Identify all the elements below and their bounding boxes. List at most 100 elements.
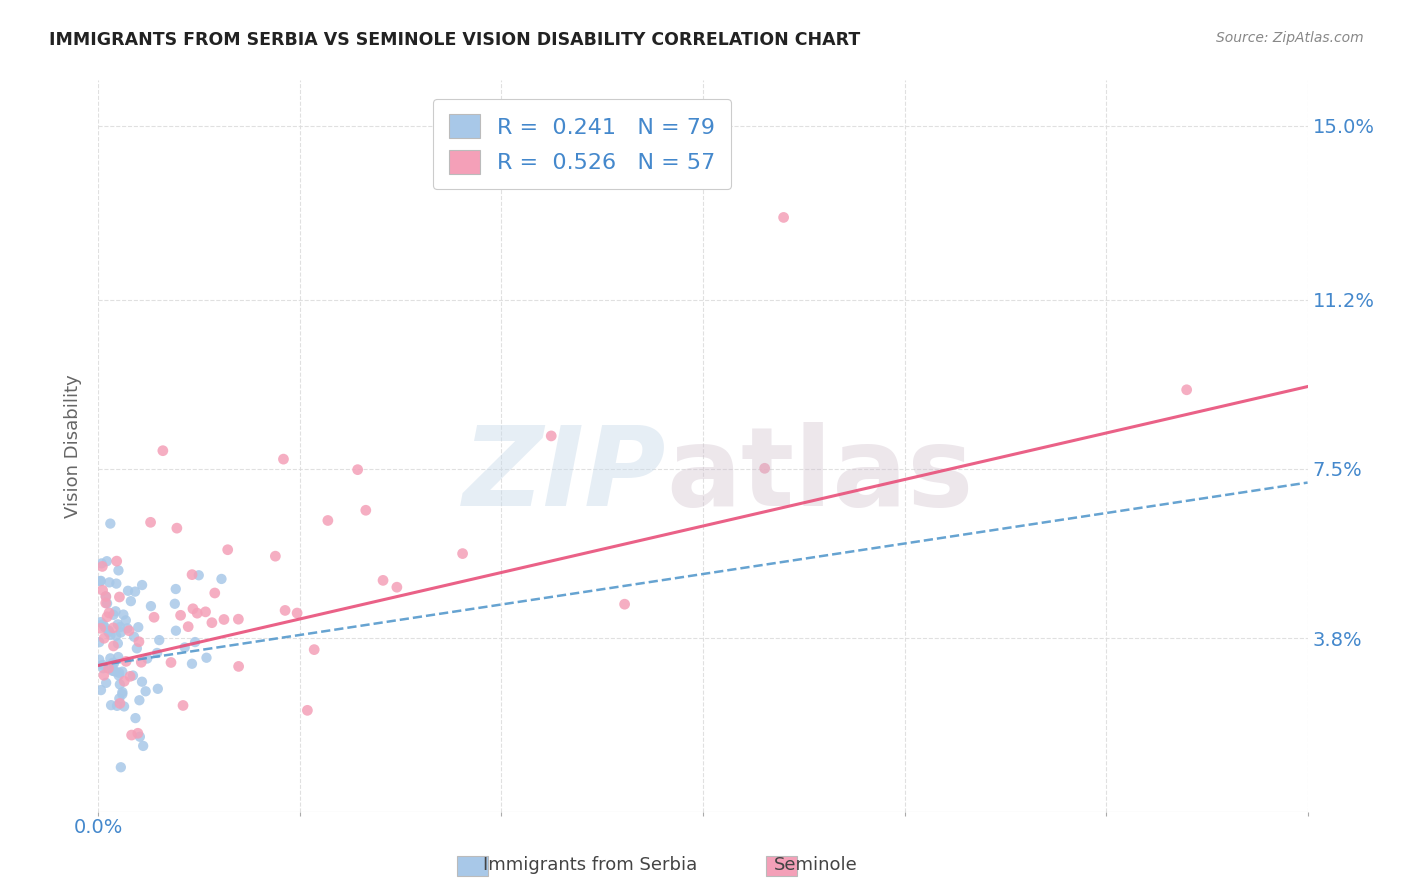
Point <box>111 687 134 701</box>
Point <box>90 557 112 571</box>
Text: 0.0%: 0.0% <box>73 818 124 838</box>
Point <box>114 613 136 627</box>
Point <box>136 651 159 665</box>
Point <box>264 549 287 564</box>
Point <box>90 621 112 635</box>
Point <box>165 624 187 638</box>
Point <box>181 601 204 615</box>
Point <box>181 657 204 671</box>
Point <box>100 628 122 642</box>
Point <box>105 629 128 643</box>
Point <box>127 620 149 634</box>
Point <box>93 632 115 646</box>
Point <box>108 677 131 691</box>
Point <box>128 693 150 707</box>
Point <box>128 730 150 744</box>
Point <box>165 582 187 596</box>
Point <box>117 621 139 635</box>
Point <box>146 646 169 660</box>
Point <box>204 586 226 600</box>
Point <box>186 606 208 620</box>
Point <box>108 691 131 706</box>
Point <box>385 580 408 594</box>
Point <box>274 603 297 617</box>
Point <box>451 547 474 561</box>
Bar <box>766 856 797 876</box>
Point <box>132 739 155 753</box>
Point <box>121 728 143 742</box>
Point <box>91 661 114 675</box>
Point <box>108 697 131 711</box>
Point <box>127 726 149 740</box>
Point <box>107 636 129 650</box>
Point <box>103 607 125 622</box>
Point <box>302 642 325 657</box>
Text: Source: ZipAtlas.com: Source: ZipAtlas.com <box>1216 31 1364 45</box>
Point <box>228 659 250 673</box>
Point <box>172 698 194 713</box>
Point <box>118 624 141 638</box>
Point <box>97 624 120 638</box>
Point <box>96 596 118 610</box>
Point <box>211 572 233 586</box>
Point <box>115 654 138 668</box>
Point <box>273 452 295 467</box>
Point <box>160 656 183 670</box>
Point <box>146 681 169 696</box>
Point <box>112 699 135 714</box>
Point <box>173 640 195 655</box>
Point <box>120 669 142 683</box>
Point <box>97 625 120 640</box>
Point <box>108 665 131 680</box>
Point <box>177 620 200 634</box>
Point <box>94 620 117 634</box>
Point <box>105 576 128 591</box>
Point <box>131 674 153 689</box>
Point <box>103 664 125 678</box>
Point <box>101 656 124 670</box>
Point <box>101 660 124 674</box>
Point <box>91 657 114 672</box>
Point <box>152 443 174 458</box>
Point <box>169 608 191 623</box>
Point <box>112 674 135 689</box>
Point <box>201 615 224 630</box>
Point <box>96 676 118 690</box>
Point <box>100 698 122 713</box>
Point <box>143 610 166 624</box>
Point <box>148 633 170 648</box>
Point <box>112 607 135 622</box>
Bar <box>457 856 488 876</box>
Point <box>108 620 131 634</box>
Point <box>107 617 129 632</box>
Point <box>108 590 131 604</box>
Point <box>98 575 121 590</box>
Point <box>96 554 118 568</box>
Text: Immigrants from Serbia: Immigrants from Serbia <box>484 856 697 874</box>
Point <box>181 567 204 582</box>
Text: atlas: atlas <box>666 422 974 529</box>
Point <box>195 650 218 665</box>
Point <box>103 621 125 635</box>
Point <box>117 583 139 598</box>
Point <box>89 653 111 667</box>
Point <box>98 651 121 665</box>
Point <box>122 630 145 644</box>
Text: Seminole: Seminole <box>773 856 858 874</box>
Point <box>371 574 394 588</box>
Text: IMMIGRANTS FROM SERBIA VS SEMINOLE VISION DISABILITY CORRELATION CHART: IMMIGRANTS FROM SERBIA VS SEMINOLE VISIO… <box>49 31 860 49</box>
Point <box>124 584 146 599</box>
Point <box>89 574 111 589</box>
Point <box>217 542 239 557</box>
Point <box>131 578 153 592</box>
Point <box>122 668 145 682</box>
Point <box>98 606 121 620</box>
Point <box>105 554 128 568</box>
Text: ZIP: ZIP <box>463 422 666 529</box>
Point <box>111 685 134 699</box>
Point <box>139 516 162 530</box>
Point <box>96 609 118 624</box>
Point <box>107 563 129 577</box>
Point <box>346 463 368 477</box>
Point <box>125 641 148 656</box>
